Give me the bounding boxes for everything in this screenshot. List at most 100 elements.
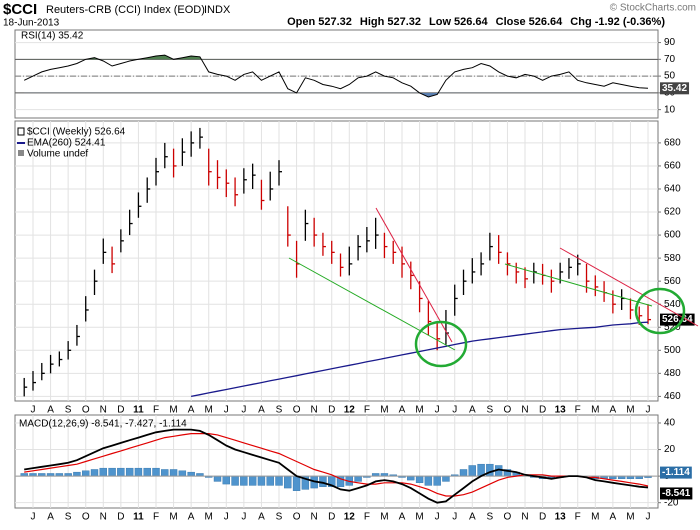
rsi-oversold-area xyxy=(296,92,439,97)
x-tick-label: N xyxy=(521,512,528,523)
x-tick-label: A xyxy=(610,512,617,523)
x-tick-label: J xyxy=(241,405,246,416)
last-value-label: -8.541 xyxy=(662,488,691,499)
x-tick-label: M xyxy=(205,405,213,416)
x-tick-label: A xyxy=(188,405,195,416)
y-tick-label: 560 xyxy=(664,276,681,287)
histogram-bar xyxy=(354,475,362,482)
histogram-bar xyxy=(424,475,433,486)
x-tick-label: M xyxy=(591,512,599,523)
histogram-bar xyxy=(266,475,274,486)
x-tick-label: M xyxy=(626,512,634,523)
panel-frame xyxy=(14,29,659,119)
histogram-bar xyxy=(407,475,415,481)
last-value-label: -1.114 xyxy=(662,467,690,478)
x-tick-label: A xyxy=(258,405,265,416)
histogram-bar xyxy=(486,463,494,477)
y-tick-label: 90 xyxy=(664,37,676,48)
y-tick-label: 500 xyxy=(664,345,681,356)
x-tick-label: J xyxy=(452,405,457,416)
trendline xyxy=(559,247,699,327)
y-tick-label: 40 xyxy=(664,418,676,429)
histogram-bar xyxy=(275,475,283,486)
quote: Open 527.32 High 527.32 Low 526.64 Close 526.64… xyxy=(287,16,665,28)
last-value-box xyxy=(660,487,693,500)
histogram-bar xyxy=(134,467,143,477)
x-tick-label: A xyxy=(47,405,54,416)
price-bars xyxy=(23,127,652,397)
trendline xyxy=(375,207,453,343)
quote-label: High xyxy=(360,16,385,28)
legend-entry: Volume undef xyxy=(27,149,88,160)
x-tick-label: M xyxy=(415,405,423,416)
index-name: Reuters-CRB (CCI) Index (EOD) xyxy=(46,4,205,16)
histogram-bar xyxy=(143,467,151,477)
legend-swatch xyxy=(18,150,24,156)
x-tick-label: J xyxy=(224,405,229,416)
histogram-bar xyxy=(108,467,116,477)
last-value-label: 35.42 xyxy=(662,83,687,94)
quote-label: Close xyxy=(496,16,526,28)
last-value-box xyxy=(660,82,690,95)
x-tick-label: D xyxy=(328,512,335,523)
y-tick-label: 70 xyxy=(664,54,676,65)
histogram-bar xyxy=(152,467,160,477)
panel-title: MACD(12,26,9) -8.541, -7.427, -1.114 xyxy=(19,419,187,430)
histogram-bar xyxy=(415,475,424,483)
quote-label: Open xyxy=(287,16,315,28)
histogram-bar xyxy=(169,469,178,477)
x-tick-label: S xyxy=(65,512,72,523)
y-tick-label: 580 xyxy=(664,253,681,264)
y-tick-label: 540 xyxy=(664,299,681,310)
x-tick-label: D xyxy=(328,405,335,416)
highlight-circle xyxy=(414,320,468,368)
exchange: INDX xyxy=(204,4,231,16)
y-tick-label: 680 xyxy=(664,138,681,149)
x-tick-label: M xyxy=(591,405,599,416)
copyright: © StockCharts.com xyxy=(610,3,696,14)
y-tick-label: -20 xyxy=(664,497,679,508)
histogram-bar xyxy=(257,475,266,486)
x-tick-label: 11 xyxy=(133,405,144,416)
x-tick-label: F xyxy=(575,512,581,523)
histogram-bar xyxy=(73,471,81,477)
macd-line xyxy=(24,428,649,504)
y-tick-label: 520 xyxy=(664,322,681,333)
x-tick-label: M xyxy=(169,405,177,416)
histogram-bar xyxy=(99,467,107,477)
histogram-bar xyxy=(240,475,248,486)
histogram-bar xyxy=(222,475,230,485)
y-tick-label: 640 xyxy=(664,184,681,195)
x-tick-label: F xyxy=(364,512,370,523)
panel-title: RSI(14) 35.42 xyxy=(21,31,84,42)
symbol: $CCI xyxy=(3,1,37,18)
x-tick-label: O xyxy=(504,405,512,416)
histogram-bar xyxy=(231,475,239,486)
y-tick-label: 480 xyxy=(664,368,681,379)
histogram-bar xyxy=(117,467,125,477)
quote-label: Low xyxy=(429,16,451,28)
x-tick-label: N xyxy=(100,405,107,416)
date: 18-Jun-2013 xyxy=(3,18,60,29)
x-tick-label: O xyxy=(82,512,90,523)
x-tick-label: N xyxy=(311,405,318,416)
x-tick-label: M xyxy=(380,405,388,416)
last-value-label: 526.64 xyxy=(662,314,693,325)
histogram-bar xyxy=(213,475,222,482)
y-tick-label: 20 xyxy=(664,444,676,455)
histogram-bar xyxy=(468,465,476,477)
x-tick-label: A xyxy=(469,405,476,416)
y-tick-label: 620 xyxy=(664,207,681,218)
x-tick-label: J xyxy=(452,512,457,523)
highlight-circle xyxy=(634,287,686,335)
histogram-bar xyxy=(433,475,441,486)
x-tick-label: A xyxy=(399,512,406,523)
x-tick-label: J xyxy=(241,512,246,523)
last-value-box xyxy=(660,466,692,479)
x-tick-label: N xyxy=(311,512,318,523)
trendline xyxy=(504,263,653,307)
x-tick-label: F xyxy=(153,405,159,416)
histogram-bar xyxy=(178,470,187,477)
x-tick-label: J xyxy=(435,405,440,416)
x-tick-label: A xyxy=(47,512,54,523)
